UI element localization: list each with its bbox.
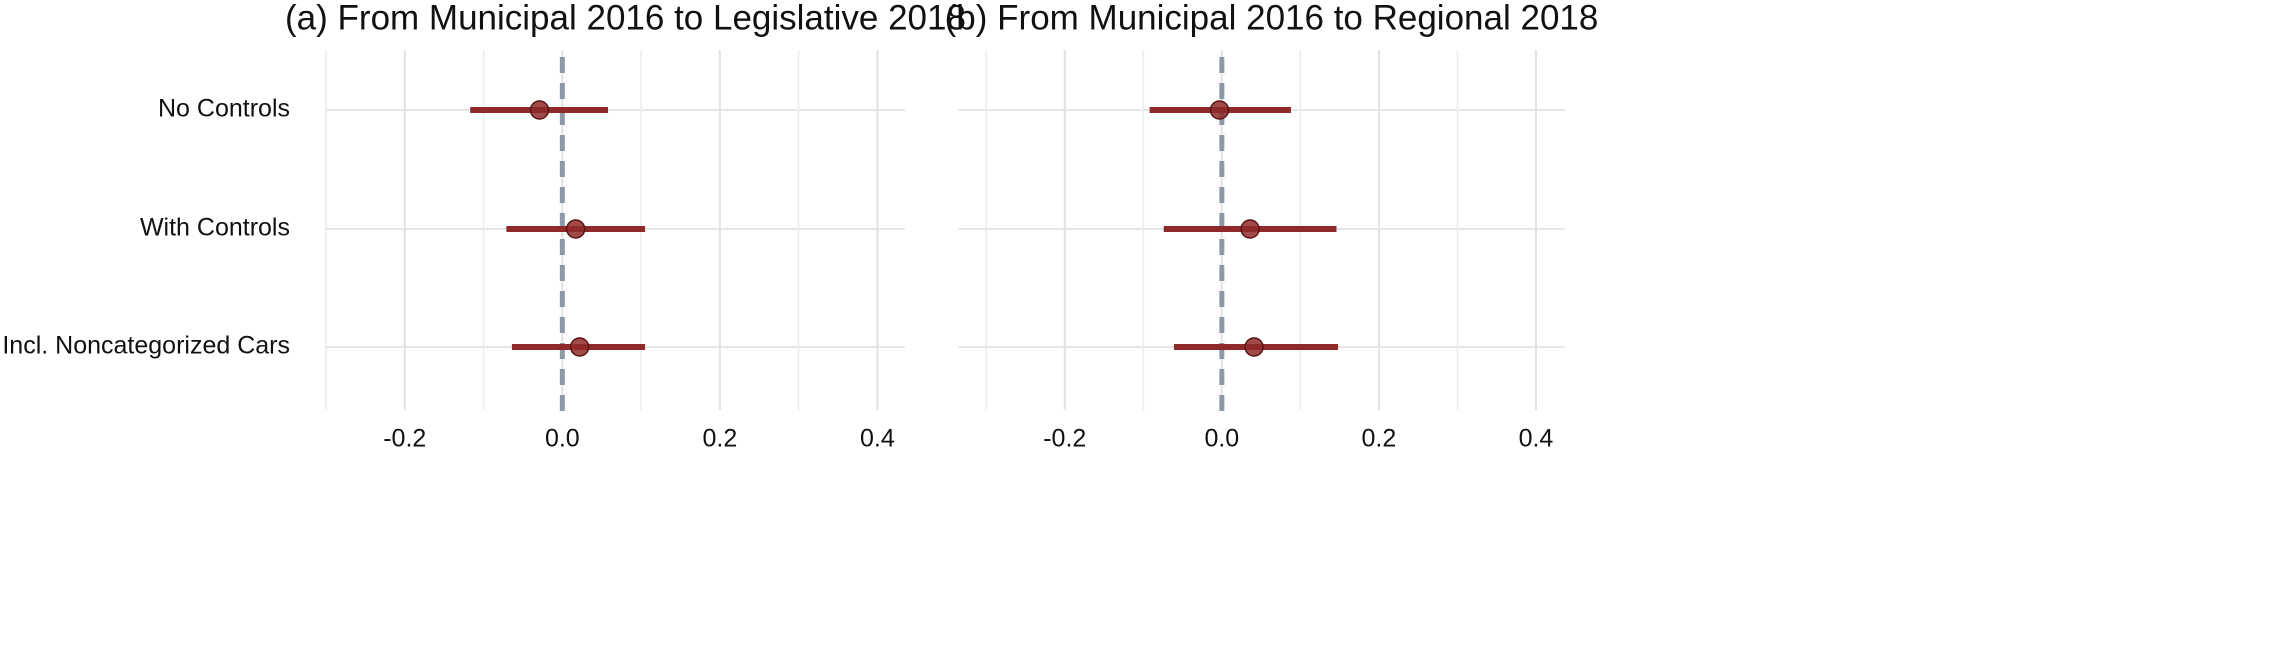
- x-tick-label: -0.2: [1043, 425, 1086, 453]
- x-tick-label: 0.2: [1362, 425, 1397, 453]
- x-tick-label: 0.4: [1519, 425, 1554, 453]
- y-tick-label: With Controls: [140, 214, 290, 242]
- x-tick-label: -0.2: [383, 425, 426, 453]
- point-estimate: [565, 219, 586, 239]
- chart-title: (b) From Municipal 2016 to Regional 2018: [945, 0, 1599, 37]
- point-estimate: [1240, 219, 1260, 239]
- x-tick-label: 0.0: [1204, 425, 1239, 453]
- point-estimate: [1209, 100, 1230, 120]
- point-estimate: [529, 100, 550, 120]
- x-tick-label: 0.2: [702, 425, 737, 453]
- x-tick-label: 0.4: [860, 425, 895, 453]
- point-estimate: [569, 337, 590, 357]
- y-tick-label: No Controls: [158, 95, 290, 123]
- x-tick-label: 0.0: [545, 425, 580, 453]
- point-estimate: [1244, 337, 1264, 357]
- chart-title: (a) From Municipal 2016 to Legislative 2…: [285, 0, 966, 37]
- y-tick-label: Incl. Noncategorized Cars: [2, 332, 290, 360]
